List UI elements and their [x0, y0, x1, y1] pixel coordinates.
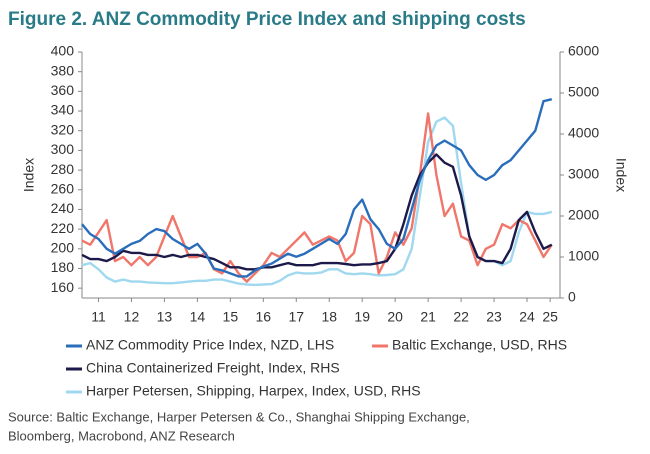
y-tick-label: 380 [51, 62, 75, 78]
x-tick-label: 11 [91, 309, 106, 325]
legend-label: ANZ Commodity Price Index, NZD, LHS [86, 337, 334, 353]
legend-label: China Containerized Freight, Index, RHS [86, 360, 340, 376]
y-tick-label: 280 [51, 161, 75, 177]
y-axis-label: Index [21, 158, 37, 192]
y-tick-label: 320 [51, 121, 75, 137]
y-tick-label: 340 [51, 102, 75, 118]
y2-tick-label: 5000 [568, 84, 599, 100]
y-tick-label: 300 [51, 141, 75, 157]
y-tick-label: 400 [51, 43, 75, 59]
x-tick-label: 19 [354, 309, 370, 325]
y2-tick-label: 3000 [568, 166, 599, 182]
x-tick-label: 25 [542, 309, 558, 325]
chart-title: Figure 2. ANZ Commodity Price Index and … [8, 9, 526, 30]
x-tick-label: 24 [519, 309, 535, 325]
y-tick-label: 200 [51, 240, 75, 256]
y2-tick-label: 0 [568, 289, 576, 305]
y-tick-label: 240 [51, 200, 75, 216]
source: Source: Baltic Exchange, Harper Petersen… [8, 409, 470, 424]
x-tick-label: 12 [124, 309, 140, 325]
source: Bloomberg, Macrobond, ANZ Research [8, 428, 235, 443]
legend-label: Baltic Exchange, USD, RHS [392, 337, 567, 353]
y2-tick-label: 6000 [568, 43, 599, 59]
series-line [81, 98, 553, 278]
legend-label: Harper Petersen, Shipping, Harpex, Index… [86, 383, 421, 399]
x-tick-label: 23 [486, 309, 502, 325]
y2-tick-label: 1000 [568, 248, 599, 264]
y-tick-label: 180 [51, 259, 75, 275]
x-tick-label: 17 [288, 309, 304, 325]
series-line [81, 112, 553, 283]
y2-tick-label: 4000 [568, 125, 599, 141]
y-tick-label: 260 [51, 180, 75, 196]
y-tick-label: 160 [51, 279, 75, 295]
x-tick-label: 15 [223, 309, 239, 325]
x-tick-label: 14 [190, 309, 206, 325]
y-tick-label: 360 [51, 82, 75, 98]
series-line [81, 153, 553, 271]
x-tick-label: 21 [420, 309, 436, 325]
x-tick-label: 18 [321, 309, 337, 325]
x-tick-label: 20 [387, 309, 403, 325]
x-tick-label: 22 [453, 309, 469, 325]
y-tick-label: 220 [51, 220, 75, 236]
x-tick-label: 13 [157, 309, 173, 325]
x-tick-label: 16 [256, 309, 272, 325]
y2-tick-label: 2000 [568, 207, 599, 223]
y2-axis-label: Index [613, 158, 629, 192]
